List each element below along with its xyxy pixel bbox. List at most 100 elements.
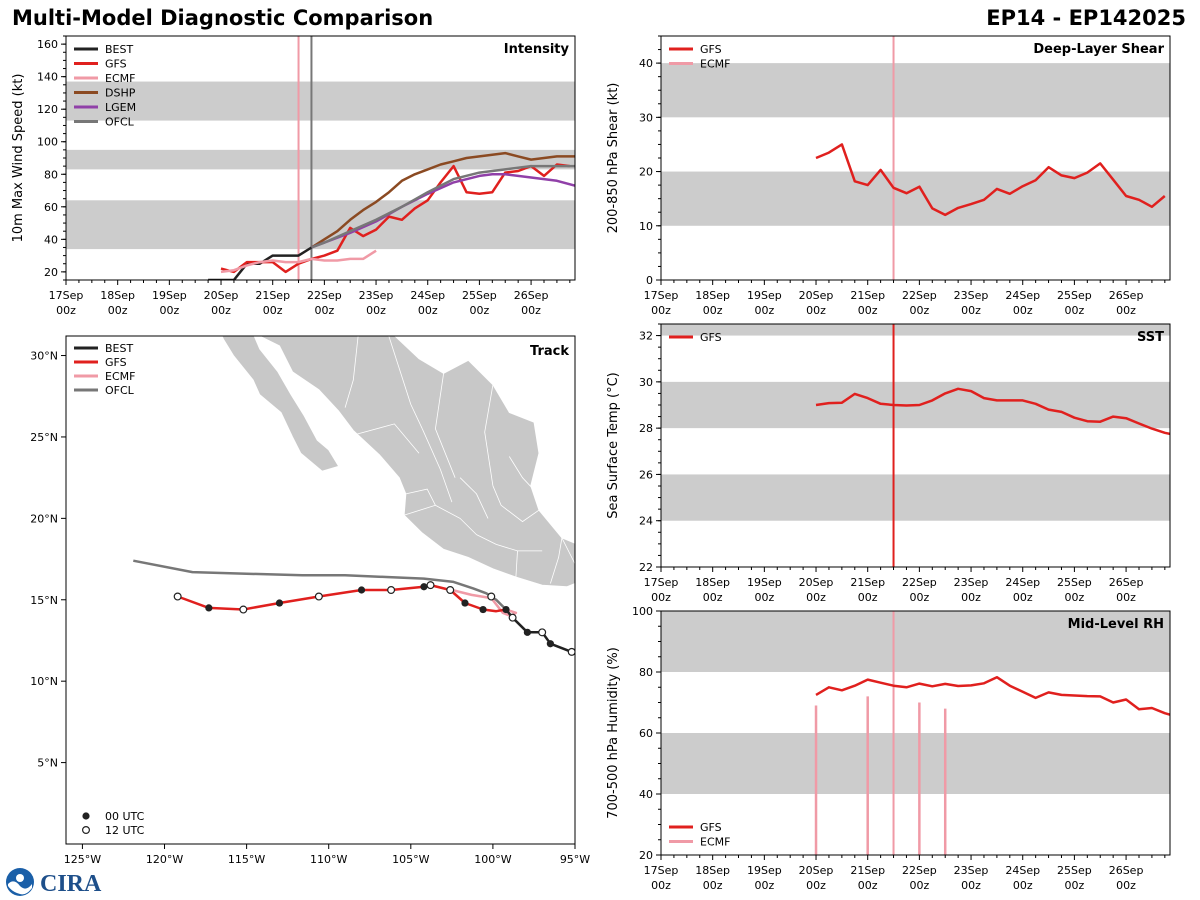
sst-xtick-hour: 00z [806,591,826,604]
intensity-xtick-date: 19Sep [152,289,187,302]
intensity-xtick-date: 20Sep [204,289,239,302]
track-point-12utc [314,592,323,601]
storm-id: EP14 - EP142025 [986,6,1186,30]
track-point-12utc [508,613,517,622]
rh-ytick-label: 60 [639,727,653,740]
intensity-legend-label-dshp: DSHP [105,87,136,100]
shear-xtick-date: 18Sep [695,289,730,302]
land-mexico [259,336,575,588]
sst-ytick-label: 24 [639,515,653,528]
rh-xtick-hour: 00z [858,879,878,892]
track-panel: 125°W 120°W 115°W 110°W 105°W 100°W 95°W 5°N 10°… [30,335,590,866]
sst-band-0 [661,474,1170,521]
sst-band-2 [661,324,1170,336]
intensity-xtick-hour: 00z [211,304,231,317]
shear-xtick-date: 17Sep [644,289,679,302]
intensity-ytick-label: 20 [44,266,58,279]
track-point-00utc [461,599,469,607]
intensity-xtick-date: 18Sep [100,289,135,302]
rh-ytick-label: 100 [632,605,653,618]
sst-title: SST [1137,330,1164,345]
state-border-8 [515,550,518,578]
track-point-00utc [205,604,213,612]
intensity-ytick-label: 60 [44,201,58,214]
intensity-title: Intensity [504,42,570,57]
intensity-ytick-label: 40 [44,233,58,246]
intensity-xtick-date: 22Sep [307,289,342,302]
sst-xtick-date: 24Sep [1005,576,1040,589]
track-legend-marker-00utc [82,812,90,820]
track-title: Track [530,344,569,359]
state-border-12 [459,477,489,519]
intensity-legend-label-gfs: GFS [105,58,127,71]
shear-band-1 [661,63,1170,118]
intensity-xtick-hour: 00z [314,304,334,317]
track-point-00utc [420,583,428,591]
rh-xtick-hour: 00z [651,879,671,892]
shear-panel: 0 10 20 30 40 17Sep 00z 18Sep 00z 19Sep 00z 20Sep 00… [606,35,1171,317]
track-ecmf [451,588,518,618]
intensity-xtick-date: 24Sep [410,289,445,302]
shear-xtick-date: 21Sep [850,289,885,302]
rh-panel: 20 40 60 80 100 17Sep 00z 18Sep 00z 19Sep 00z 20Sep… [606,605,1171,892]
land-central-america [561,537,575,565]
sst-xtick-hour: 00z [1013,591,1033,604]
shear-xtick-hour: 00z [1116,304,1136,317]
sst-xtick-date: 17Sep [644,576,679,589]
track-legend-marker-12utc [81,825,90,834]
intensity-xtick-date: 26Sep [514,289,549,302]
sst-frame [660,323,1171,568]
rh-title: Mid-Level RH [1068,617,1164,632]
intensity-series-ecmf [220,249,377,274]
shear-xtick-date: 24Sep [1005,289,1040,302]
shear-xtick-hour: 00z [651,304,671,317]
shear-title: Deep-Layer Shear [1033,42,1164,57]
track-xtick-label: 125°W [64,853,101,866]
state-border-14 [405,488,436,506]
intensity-ytick-label: 120 [37,103,58,116]
rh-xtick-date: 20Sep [799,864,834,877]
sst-xtick-date: 25Sep [1057,576,1092,589]
track-point-12utc [387,585,396,594]
state-border-7 [476,534,543,552]
intensity-xtick-hour: 00z [470,304,490,317]
shear-series-gfs [815,143,1166,217]
rh-ytick-label: 80 [639,666,653,679]
rh-xtick-date: 23Sep [954,864,989,877]
intensity-series-best [208,246,313,280]
land-baja-california [221,336,340,472]
shear-xtick-hour: 00z [1065,304,1085,317]
state-border-0 [344,336,359,408]
track-xtick-label: 120°W [146,853,183,866]
sst-xtick-hour: 00z [703,591,723,604]
rh-xtick-hour: 00z [806,879,826,892]
rh-xtick-date: 22Sep [902,864,937,877]
shear-legend-label-gfs: GFS [700,43,722,56]
intensity-series-ofcl [311,164,575,249]
intensity-xtick-date: 23Sep [359,289,394,302]
shear-ytick-label: 10 [639,220,653,233]
track-point-12utc [538,628,547,637]
sst-xtick-date: 23Sep [954,576,989,589]
rh-legend-label-gfs: GFS [700,821,722,834]
rh-xtick-hour: 00z [961,879,981,892]
state-border-2 [434,373,456,478]
rh-xtick-date: 24Sep [1005,864,1040,877]
track-point-12utc [567,647,575,656]
track-point-00utc [275,599,284,607]
intensity-xtick-hour: 00z [521,304,541,317]
sst-xtick-hour: 00z [909,591,929,604]
state-border-13 [508,456,546,503]
state-border-1 [388,336,423,429]
sst-ytick-label: 22 [639,561,653,574]
page-title: Multi-Model Diagnostic Comparison [12,6,434,30]
shear-xtick-date: 19Sep [747,289,782,302]
track-gfs [177,583,507,613]
track-point-12utc [426,581,435,590]
intensity-series-dshp [310,151,575,249]
track-legend-label-12utc: 12 UTC [105,824,145,837]
track-ofcl [133,559,507,611]
intensity-xtick-hour: 00z [159,304,179,317]
intensity-band-1 [66,149,575,170]
intensity-band-2 [66,81,575,121]
